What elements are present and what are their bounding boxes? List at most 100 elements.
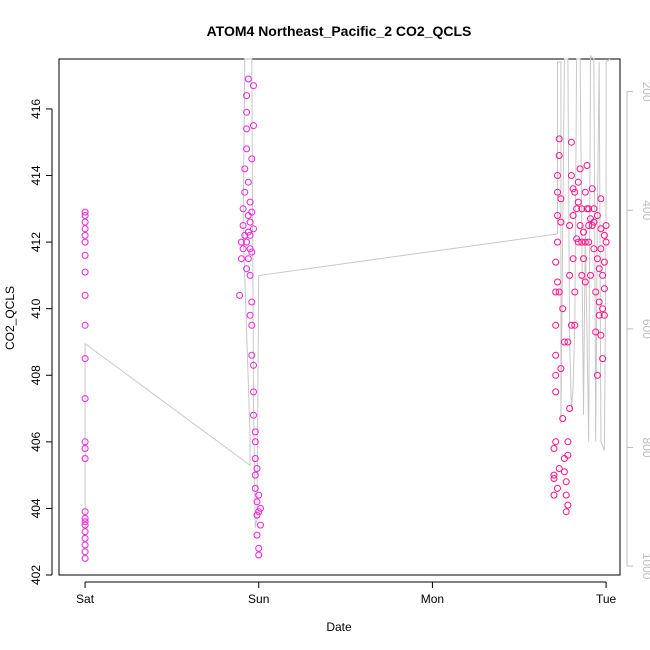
co2-data-point (587, 215, 594, 223)
co2-data-point (237, 238, 245, 246)
co2-data-point (81, 395, 89, 403)
co2-data-point (554, 188, 561, 196)
co2-data-point (243, 92, 251, 100)
co2-data-point (590, 205, 598, 213)
y-tick-label: 416 (29, 99, 43, 119)
co2-data-point (253, 465, 261, 472)
co2-data-point (236, 291, 244, 299)
co2-data-point (593, 212, 601, 219)
co2-data-point (246, 245, 254, 253)
co2-data-point (253, 511, 261, 519)
co2-data-point (81, 438, 89, 446)
co2-data-point (567, 138, 575, 146)
co2-data-point (564, 338, 572, 346)
co2-data-point (81, 355, 89, 363)
co2-data-point (251, 471, 259, 479)
co2-data-point (555, 152, 563, 159)
co2-data-point (597, 195, 605, 203)
co2-data-point (578, 205, 586, 213)
co2-data-point (243, 125, 251, 133)
co2-data-point (571, 288, 579, 296)
co2-data-point (250, 388, 257, 396)
co2-data-point (81, 548, 89, 556)
co2-data-point (243, 108, 251, 116)
co2-data-point (566, 271, 574, 279)
y2-tick-label: 1000 (640, 553, 650, 580)
co2-data-point (552, 438, 560, 446)
co2-data-point (257, 504, 264, 512)
co2-data-point (599, 305, 607, 313)
co2-data-point (554, 238, 561, 246)
plot-frame (58, 58, 621, 576)
co2-data-point (555, 288, 563, 296)
co2-data-point (559, 415, 567, 422)
co2-data-point (550, 445, 558, 452)
co2-data-point (585, 222, 593, 229)
co2-data-point (602, 238, 610, 246)
co2-data-point (81, 541, 89, 549)
co2-data-point (597, 225, 605, 233)
co2-data-point (81, 554, 89, 562)
y2-tick-label: 200 (640, 82, 650, 102)
co2-data-point (593, 371, 601, 379)
co2-data-point (599, 355, 607, 363)
co2-data-point (253, 498, 261, 506)
co2-data-point (600, 258, 608, 266)
co2-data-point (251, 455, 259, 462)
co2-data-point (552, 388, 560, 396)
points-layer (81, 75, 610, 562)
x-tick-label: Sun (248, 592, 269, 606)
co2-data-point (81, 445, 89, 452)
co2-data-point (250, 411, 257, 419)
co2-data-point (250, 361, 257, 369)
co2-data-point (581, 238, 589, 246)
y-tick-label: 412 (29, 232, 43, 252)
co2-data-point (241, 165, 249, 173)
co2-data-point (248, 248, 256, 256)
co2-data-point (550, 471, 558, 479)
co2-data-point (81, 321, 89, 329)
co2-data-point (602, 222, 610, 229)
co2-data-point (573, 205, 581, 213)
co2-data-point (81, 514, 89, 522)
co2-data-point (255, 508, 263, 516)
co2-data-point (554, 172, 561, 179)
co2-data-point (564, 438, 572, 446)
y-tick-label: 404 (29, 498, 43, 518)
co2-data-point (239, 245, 247, 253)
co2-data-point (81, 518, 89, 526)
co2-data-point (560, 455, 568, 462)
co2-data-point (599, 271, 607, 279)
co2-data-point (253, 531, 261, 539)
co2-data-point (597, 331, 605, 339)
co2-data-point (244, 75, 252, 83)
co2-data-point (581, 278, 589, 286)
co2-data-point (587, 271, 594, 279)
co2-data-point (246, 271, 254, 279)
co2-data-point (246, 311, 254, 319)
co2-data-point (562, 491, 570, 499)
co2-data-point (239, 222, 247, 229)
co2-data-point (580, 255, 587, 263)
co2-data-point (239, 205, 247, 213)
co2-data-point (576, 165, 584, 173)
co2-data-point (244, 255, 252, 263)
co2-data-point (569, 255, 577, 263)
co2-data-point (255, 551, 263, 559)
co2-data-point (251, 484, 259, 492)
co2-data-point (250, 122, 257, 130)
co2-data-point (552, 258, 560, 266)
co2-data-point (557, 365, 565, 373)
co2-data-point (571, 321, 579, 329)
y-tick-label: 410 (29, 298, 43, 318)
y-axis: 402 404 406 408 410 412 414 416 (29, 99, 53, 585)
co2-data-point (578, 238, 586, 246)
co2-data-point (554, 212, 561, 219)
co2-data-point (573, 235, 581, 243)
y-tick-label: 414 (29, 165, 43, 185)
co2-data-point (585, 238, 593, 246)
co2-data-point (248, 298, 256, 306)
co2-data-point (557, 195, 565, 203)
co2-data-point (248, 155, 256, 163)
co2-data-point (580, 228, 587, 236)
